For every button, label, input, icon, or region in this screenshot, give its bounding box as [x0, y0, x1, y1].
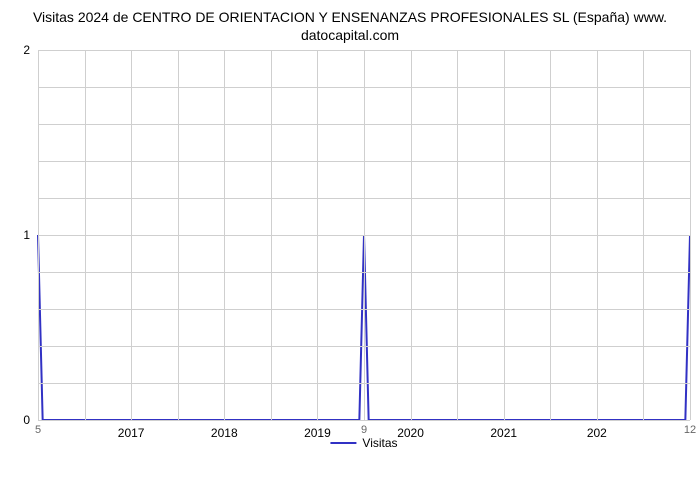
grid-line-v — [224, 50, 225, 420]
grid-line-v — [550, 50, 551, 420]
grid-line-v — [411, 50, 412, 420]
y-tick-label: 2 — [23, 43, 38, 57]
visits-chart: Visitas 2024 de CENTRO DE ORIENTACION Y … — [0, 8, 700, 478]
x-tick-label: 2019 — [304, 420, 331, 440]
plot-area: 012201720182019202020212025912 — [38, 50, 690, 420]
chart-title-line1: Visitas 2024 de CENTRO DE ORIENTACION Y … — [33, 9, 667, 25]
grid-line-v — [597, 50, 598, 420]
grid-line-v — [178, 50, 179, 420]
grid-line-v — [690, 50, 691, 420]
x-minor-label: 12 — [684, 422, 696, 424]
grid-line-v — [38, 50, 39, 420]
plot-area-wrap: 012201720182019202020212025912 Visitas — [38, 50, 690, 450]
chart-title-line2: datocapital.com — [301, 27, 399, 43]
y-tick-label: 1 — [23, 228, 38, 242]
x-tick-label: 2020 — [397, 420, 424, 440]
x-minor-label: 9 — [361, 422, 367, 424]
legend-label: Visitas — [362, 436, 397, 450]
x-tick-label: 2018 — [211, 420, 238, 440]
x-tick-label: 2021 — [490, 420, 517, 440]
x-tick-label: 202 — [587, 420, 607, 440]
grid-line-v — [643, 50, 644, 420]
grid-line-v — [85, 50, 86, 420]
grid-line-v — [131, 50, 132, 420]
legend: Visitas — [330, 436, 397, 450]
legend-swatch — [330, 442, 356, 444]
chart-title: Visitas 2024 de CENTRO DE ORIENTACION Y … — [0, 8, 700, 44]
grid-line-v — [271, 50, 272, 420]
grid-line-v — [504, 50, 505, 420]
x-minor-label: 5 — [35, 422, 41, 424]
x-tick-label: 2017 — [118, 420, 145, 440]
grid-line-v — [457, 50, 458, 420]
grid-line-v — [364, 50, 365, 420]
grid-line-v — [317, 50, 318, 420]
